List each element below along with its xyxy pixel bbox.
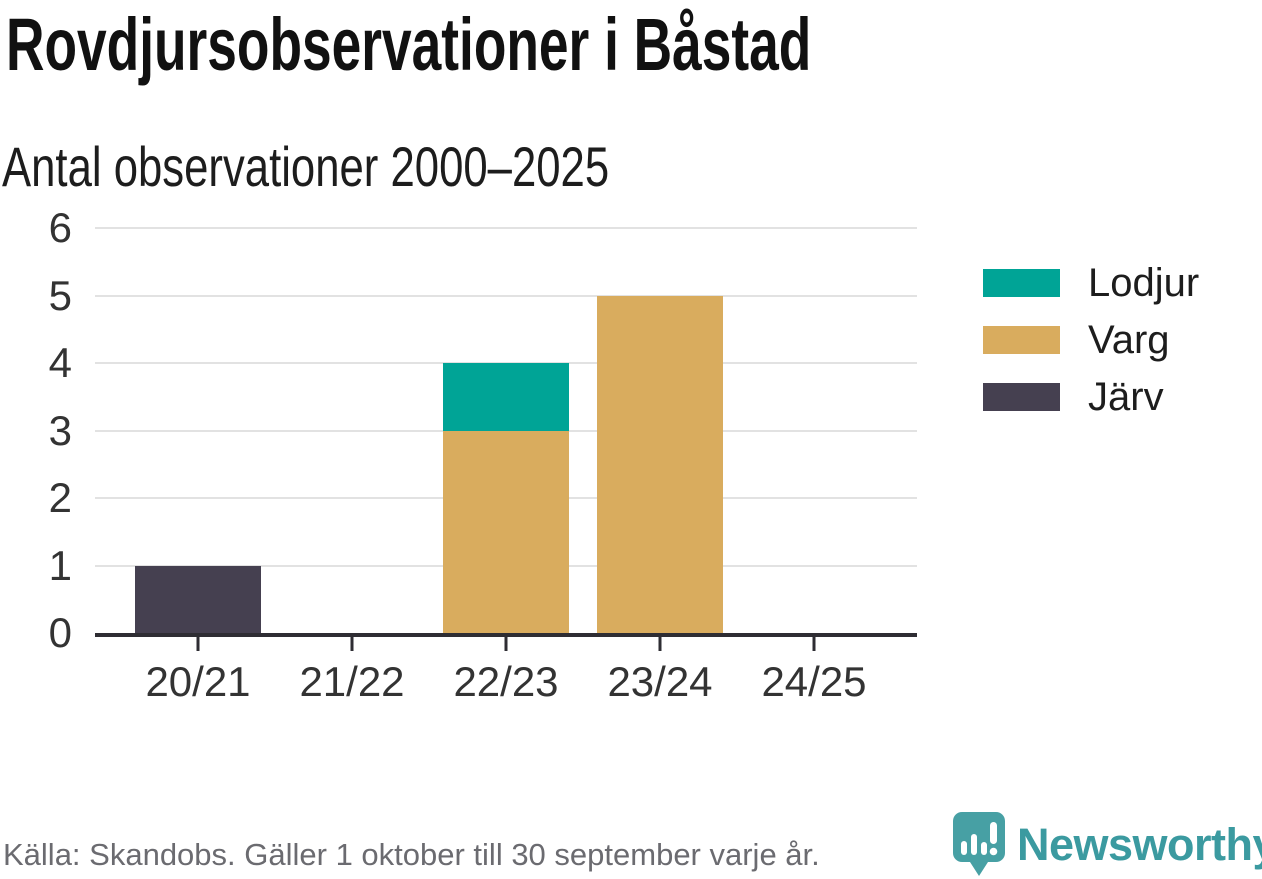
y-axis-label: 6 <box>48 204 72 251</box>
x-axis-tick <box>504 637 508 651</box>
x-axis-label: 23/24 <box>607 658 713 705</box>
bar-segment-lodjur <box>443 363 569 431</box>
legend-label: Järv <box>1088 375 1164 419</box>
legend-item-lodjur: Lodjur <box>983 263 1199 303</box>
y-axis-label: 4 <box>48 339 72 386</box>
legend-item-järv: Järv <box>983 377 1199 417</box>
x-axis-label: 24/25 <box>761 658 867 705</box>
chart-legend: Lodjur Varg Järv <box>983 263 1199 417</box>
y-axis-label: 1 <box>48 541 72 589</box>
chart-subtitle: Antal observationer 2000–2025 <box>2 135 610 198</box>
newsworthy-wordmark: Newsworthy <box>1017 818 1262 870</box>
x-axis-label: 20/21 <box>145 658 251 705</box>
x-axis-tick <box>350 637 354 651</box>
x-axis-tick <box>812 637 816 651</box>
source-note: Källa: Skandobs. Gäller 1 oktober till 3… <box>3 837 820 872</box>
x-axis-tick <box>196 637 200 651</box>
newsworthy-logo: Newsworthy <box>950 810 1262 878</box>
page-title: Rovdjursobservationer i Båstad <box>6 3 812 86</box>
legend-swatch <box>983 383 1060 411</box>
x-axis-line <box>95 633 917 637</box>
y-axis-label: 0 <box>48 609 72 656</box>
legend-label: Lodjur <box>1088 261 1200 305</box>
x-axis-label: 22/23 <box>453 658 559 705</box>
legend-swatch <box>983 326 1060 354</box>
gridline <box>95 227 917 229</box>
x-axis-tick <box>658 637 662 651</box>
legend-item-varg: Varg <box>983 320 1199 360</box>
x-axis-label: 21/22 <box>299 658 405 705</box>
y-axis-label: 5 <box>48 271 72 319</box>
bar-segment-varg <box>597 295 723 633</box>
bar-segment-varg <box>443 430 569 633</box>
bar-segment-järv <box>135 565 261 633</box>
y-axis-label: 2 <box>48 474 72 521</box>
y-axis-label: 3 <box>48 406 72 454</box>
newsworthy-bubble-chart-icon <box>953 812 1005 876</box>
legend-label: Varg <box>1088 318 1170 362</box>
gridline <box>95 294 917 297</box>
legend-swatch <box>983 269 1060 297</box>
